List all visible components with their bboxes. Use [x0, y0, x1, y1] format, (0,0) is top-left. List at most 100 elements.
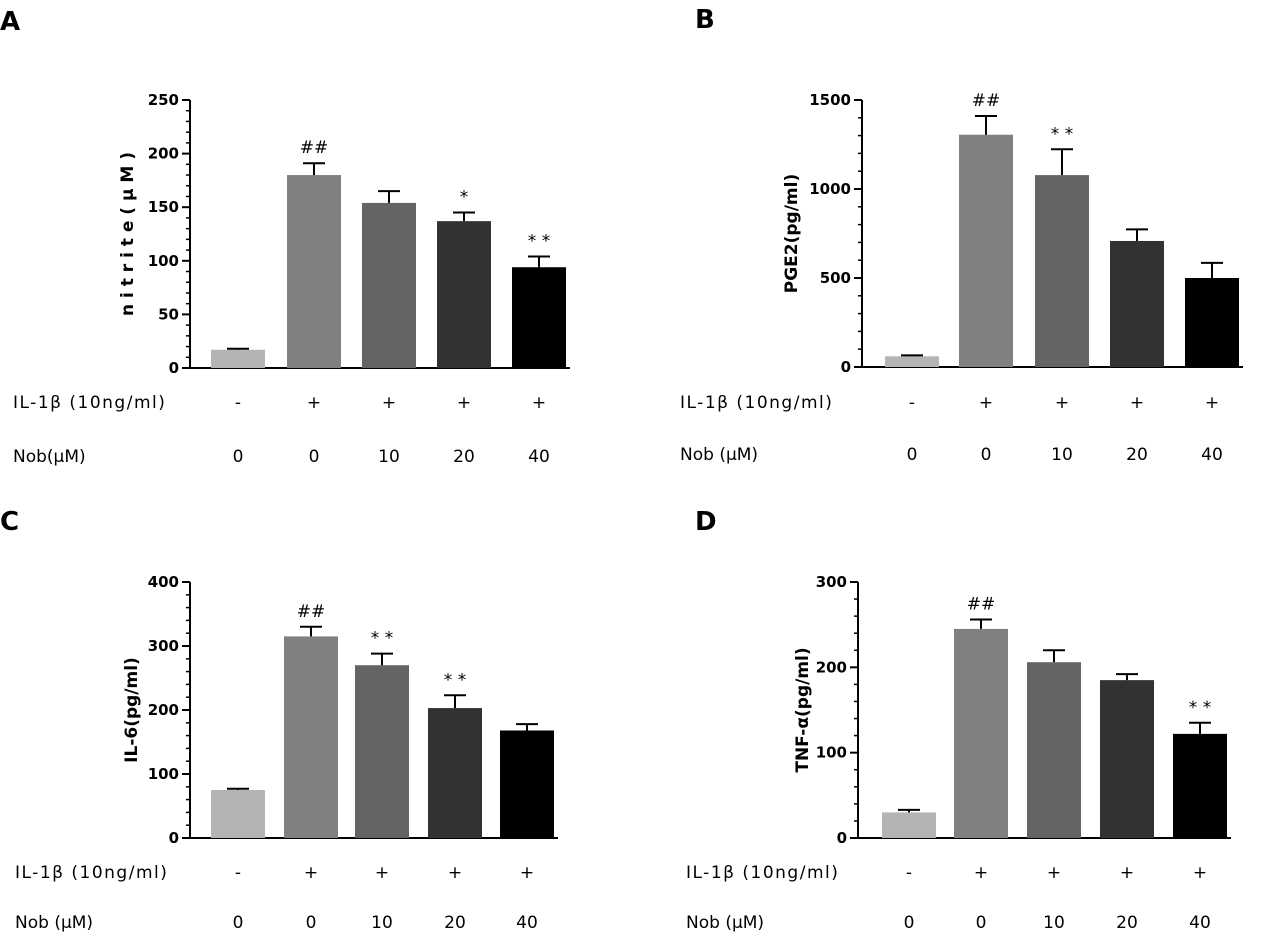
y-tick-label: 50	[158, 305, 179, 323]
condition-value: +	[1047, 863, 1061, 883]
y-tick-label: 200	[148, 701, 179, 719]
condition-value: 0	[907, 445, 918, 465]
condition-value: -	[235, 393, 241, 413]
significance-label: * *	[444, 670, 466, 690]
condition-value: 40	[1201, 445, 1223, 465]
bar	[428, 708, 482, 838]
bar	[500, 730, 554, 838]
bar	[211, 790, 265, 838]
y-tick-label: 0	[169, 359, 179, 377]
condition-value: +	[532, 393, 546, 413]
condition-value: 40	[1189, 913, 1211, 933]
condition-value: +	[307, 393, 321, 413]
condition-value: +	[375, 863, 389, 883]
bar	[211, 349, 265, 368]
condition-value: -	[235, 863, 241, 883]
condition-value: 10	[378, 447, 400, 467]
y-axis-title: IL-6(pg/ml)	[122, 657, 142, 763]
bar	[954, 628, 1008, 838]
y-tick-label: 400	[148, 573, 179, 591]
condition-value: +	[1205, 393, 1219, 413]
condition-value: 10	[1051, 445, 1073, 465]
condition-row-label: Nob (μM)	[686, 913, 764, 933]
y-tick-label: 0	[837, 829, 847, 847]
y-tick-label: 200	[816, 658, 847, 676]
condition-value: 0	[233, 913, 244, 933]
y-tick-label: 0	[169, 829, 179, 847]
condition-value: +	[1120, 863, 1134, 883]
y-tick-label: 300	[148, 637, 179, 655]
y-tick-label: 200	[148, 145, 179, 163]
bar	[1110, 240, 1164, 367]
condition-value: +	[979, 393, 993, 413]
condition-value: +	[1193, 863, 1207, 883]
significance-label: * *	[1189, 698, 1211, 718]
significance-label: ##	[972, 91, 1001, 111]
y-tick-label: 0	[841, 358, 851, 376]
y-tick-label: 150	[148, 198, 179, 216]
y-axis-title: TNF-α(pg/ml)	[793, 647, 813, 772]
y-tick-label: 1000	[809, 180, 851, 198]
y-tick-label: 300	[816, 573, 847, 591]
significance-label: ##	[300, 138, 329, 158]
bar	[1100, 680, 1154, 838]
condition-value: -	[906, 863, 912, 883]
condition-value: 10	[1043, 913, 1065, 933]
condition-value: +	[382, 393, 396, 413]
condition-row-label: Nob (μM)	[15, 913, 93, 933]
y-tick-label: 500	[820, 269, 851, 287]
panel-letter: D	[695, 507, 717, 537]
condition-value: 20	[1126, 445, 1148, 465]
significance-label: ##	[297, 602, 326, 622]
bar	[362, 202, 416, 368]
significance-label: * *	[528, 232, 550, 252]
condition-value: 0	[309, 447, 320, 467]
condition-value: 20	[453, 447, 475, 467]
condition-value: 0	[904, 913, 915, 933]
condition-row-label: Nob (μM)	[680, 445, 758, 465]
condition-value: +	[448, 863, 462, 883]
bar	[1027, 662, 1081, 838]
condition-row-label: IL-1β (10ng/ml)	[15, 863, 168, 883]
condition-value: 0	[981, 445, 992, 465]
significance-label: * *	[371, 629, 393, 649]
condition-value: +	[974, 863, 988, 883]
condition-value: 0	[233, 447, 244, 467]
bar	[1173, 733, 1227, 838]
significance-label: ##	[967, 595, 996, 615]
panel-letter: C	[0, 507, 19, 537]
condition-value: +	[457, 393, 471, 413]
bar	[959, 134, 1013, 367]
y-tick-label: 1500	[809, 91, 851, 109]
condition-row-label: IL-1β (10ng/ml)	[680, 393, 833, 413]
bar	[512, 267, 566, 368]
condition-value: 10	[371, 913, 393, 933]
significance-label: * *	[1051, 124, 1073, 144]
bar	[437, 221, 491, 368]
bar	[1035, 175, 1089, 367]
y-tick-label: 100	[816, 744, 847, 762]
condition-value: 20	[444, 913, 466, 933]
condition-value: +	[520, 863, 534, 883]
bar	[1185, 278, 1239, 367]
bar	[882, 812, 936, 838]
panel-letter: B	[695, 5, 715, 35]
condition-value: +	[1055, 393, 1069, 413]
bar	[885, 356, 939, 367]
condition-value: -	[909, 393, 915, 413]
significance-label: *	[460, 188, 469, 208]
panel-letter: A	[0, 7, 20, 37]
condition-value: +	[304, 863, 318, 883]
bar	[284, 636, 338, 838]
y-axis-title: n i t r i t e ( μ M )	[118, 152, 138, 316]
condition-value: 0	[976, 913, 987, 933]
condition-row-label: IL-1β (10ng/ml)	[13, 393, 166, 413]
y-tick-label: 100	[148, 252, 179, 270]
condition-value: 0	[306, 913, 317, 933]
y-tick-label: 100	[148, 765, 179, 783]
